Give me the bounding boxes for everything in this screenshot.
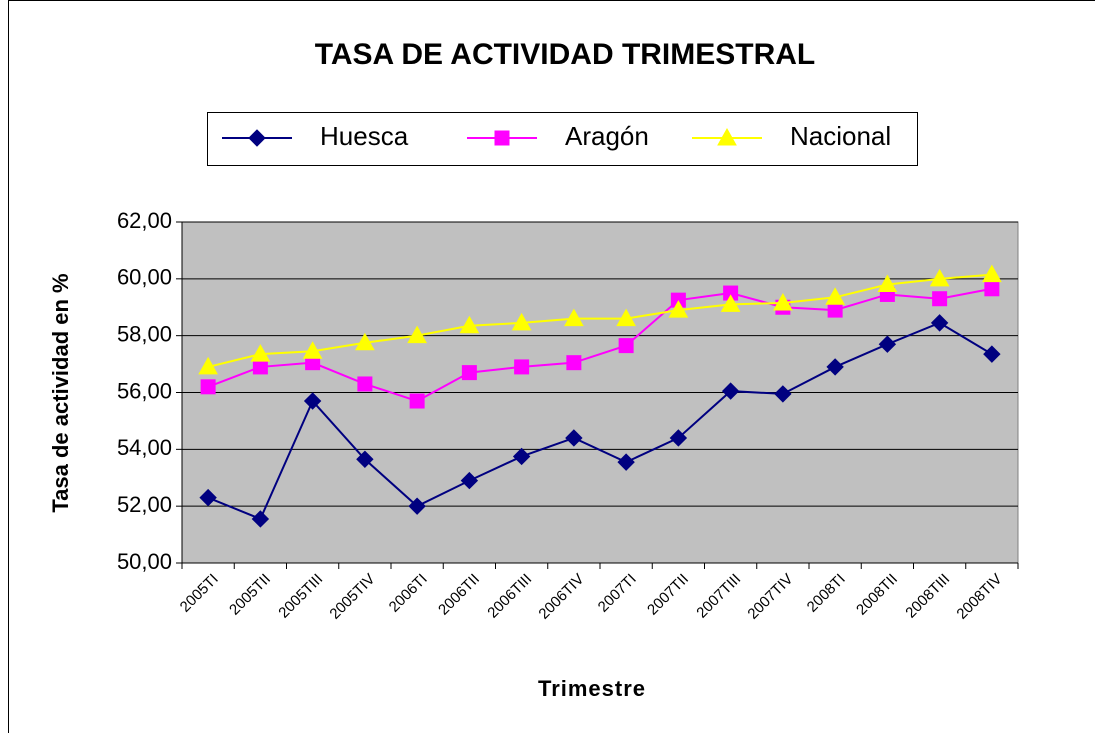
marker [720, 294, 741, 312]
marker [617, 453, 635, 471]
marker [984, 281, 1000, 297]
marker [250, 344, 271, 362]
marker [825, 287, 845, 305]
legend-marker [248, 129, 266, 147]
y-tick-label: 54,00 [117, 435, 172, 460]
legend-label: Aragón [565, 121, 649, 151]
series-line [207, 273, 992, 368]
marker [356, 450, 374, 468]
y-tick-label: 62,00 [117, 208, 172, 233]
series-line [207, 321, 993, 521]
marker [200, 379, 216, 395]
series-line [207, 287, 993, 403]
marker [409, 393, 425, 409]
marker [930, 314, 949, 332]
y-tick-label: 58,00 [117, 321, 172, 346]
legend-box [207, 112, 918, 166]
marker [251, 510, 270, 528]
marker [827, 302, 843, 318]
marker [774, 385, 792, 403]
marker [460, 471, 479, 490]
y-tick-label: 50,00 [117, 549, 172, 574]
marker [302, 341, 323, 359]
marker [983, 345, 1001, 363]
y-tick-label: 52,00 [117, 492, 172, 517]
y-tick-label: 56,00 [117, 378, 172, 403]
marker [982, 264, 1002, 283]
marker [932, 291, 948, 307]
marker [459, 315, 480, 334]
marker [721, 382, 740, 400]
marker [408, 497, 426, 515]
marker [929, 268, 950, 287]
y-axis-title: Tasa de actividad en % [48, 273, 73, 512]
marker [564, 308, 584, 327]
marker [668, 300, 689, 318]
chart-title: TASA DE ACTIVIDAD TRIMESTRAL [315, 38, 816, 71]
marker [618, 338, 634, 354]
marker [252, 359, 268, 375]
marker [198, 356, 218, 375]
marker [199, 488, 217, 507]
marker [357, 376, 373, 392]
marker [566, 355, 582, 371]
marker [355, 332, 375, 351]
marker [514, 359, 530, 375]
legend-marker [717, 127, 737, 146]
marker [303, 392, 322, 410]
marker [565, 429, 583, 447]
legend-label: Huesca [320, 121, 409, 151]
marker [877, 274, 898, 293]
legend-label: Nacional [790, 121, 891, 151]
legend-marker [494, 130, 510, 146]
marker [407, 325, 427, 344]
marker [773, 292, 793, 311]
marker [616, 308, 636, 327]
x-axis-title: Trimestre [538, 676, 646, 701]
marker [826, 358, 844, 376]
marker [511, 312, 532, 331]
marker [461, 365, 477, 381]
y-tick-label: 60,00 [117, 265, 172, 290]
marker [669, 429, 688, 447]
marker [512, 447, 531, 466]
marker [878, 335, 897, 353]
